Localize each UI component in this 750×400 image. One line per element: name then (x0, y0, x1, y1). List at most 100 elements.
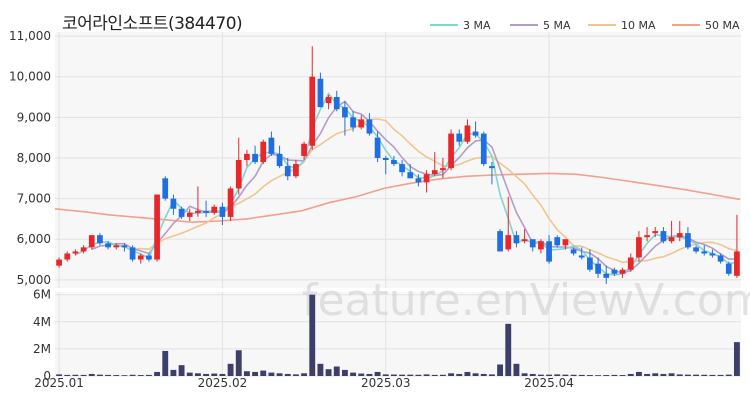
candle (701, 245, 708, 256)
candle (685, 227, 691, 250)
price-tick-label: 9,000 (17, 110, 51, 124)
candle-body (301, 143, 307, 156)
chart-title: 코어라인소프트(384470) (62, 14, 243, 34)
candle-body (105, 243, 111, 248)
ma3-line (75, 92, 738, 276)
candle (431, 151, 438, 177)
candle (162, 176, 169, 201)
grid-lines (55, 32, 741, 377)
volume-bar (497, 364, 504, 376)
volume-bar (88, 373, 95, 376)
candle (464, 119, 471, 144)
volume-panel (55, 292, 741, 376)
volume-bar (513, 363, 520, 376)
candle-body (325, 97, 332, 104)
volume-bar (521, 373, 528, 376)
candle (317, 72, 324, 108)
candle (448, 129, 454, 171)
candle (276, 145, 283, 169)
volume-bar (505, 323, 512, 376)
candle (693, 245, 699, 254)
volume-bar (431, 374, 438, 376)
candle (734, 214, 740, 278)
volume-bar (693, 374, 700, 376)
legend-label: 50 MA (705, 19, 740, 32)
price-tick-label: 11,000 (9, 29, 51, 43)
volume-bar (717, 374, 724, 376)
volume-bar (709, 374, 716, 376)
candle-body (56, 259, 62, 266)
candle (423, 170, 430, 193)
volume-bar (80, 374, 87, 376)
candle (603, 265, 610, 284)
candle (350, 111, 356, 132)
candle-body (203, 210, 209, 213)
date-tick-label: 2025.01 (34, 376, 84, 390)
candle-body (619, 269, 626, 274)
candle-body (235, 160, 242, 189)
candle-body (636, 237, 642, 258)
volume-bar (96, 374, 103, 376)
volume-bar (268, 372, 275, 376)
candle (521, 229, 528, 244)
volume-bar (456, 373, 463, 376)
volume-bar (668, 373, 675, 376)
volume-tick-label: 0 (43, 369, 51, 383)
candle (260, 139, 267, 165)
volume-bar (684, 374, 691, 376)
candle (652, 227, 659, 238)
candle (154, 194, 160, 262)
candle (366, 113, 373, 136)
volume-bar (121, 375, 128, 376)
candle-body (701, 251, 708, 254)
candle (333, 90, 340, 112)
candle (113, 243, 120, 250)
candle-body (497, 231, 503, 252)
volume-bar (227, 363, 234, 376)
candle-body (211, 206, 218, 213)
candlesticks (56, 46, 740, 284)
candle-body (284, 166, 291, 177)
volume-bar (635, 371, 642, 376)
candle (456, 129, 463, 146)
candle-body (734, 251, 740, 276)
candle (611, 267, 618, 276)
volume-bar (235, 350, 242, 376)
candle-body (546, 241, 552, 262)
candle (407, 164, 414, 179)
candle (244, 149, 250, 167)
volume-bar (676, 374, 683, 376)
volume-bar (317, 363, 324, 376)
volume-bar (701, 374, 708, 376)
candle (562, 239, 569, 250)
candle-body (456, 133, 463, 142)
legend-label: 5 MA (543, 19, 571, 32)
candle (227, 186, 234, 221)
date-tick-label: 2025.04 (524, 376, 574, 390)
price-tick-label: 7,000 (17, 192, 51, 206)
volume-bar (341, 369, 348, 376)
candle (195, 186, 201, 217)
volume-bars (56, 294, 740, 376)
candle-body (660, 231, 667, 242)
candle (717, 253, 724, 264)
volume-bar (56, 374, 63, 376)
candle (374, 131, 381, 163)
candle-body (64, 253, 71, 260)
candle (546, 235, 552, 264)
candle-body (374, 137, 381, 158)
candle-body (480, 133, 487, 165)
candle (570, 247, 577, 256)
volume-bar (72, 374, 79, 376)
volume-bar (194, 373, 201, 376)
volume-bar (595, 375, 602, 376)
volume-bar (105, 374, 112, 376)
volume-bar (284, 373, 291, 376)
volume-tick-label: 2M (33, 342, 51, 356)
volume-bar (407, 374, 414, 376)
candle (709, 249, 716, 258)
candle-body (350, 117, 356, 128)
volume-bar (366, 373, 373, 376)
candle-body (464, 125, 471, 142)
candle-body (121, 245, 128, 248)
